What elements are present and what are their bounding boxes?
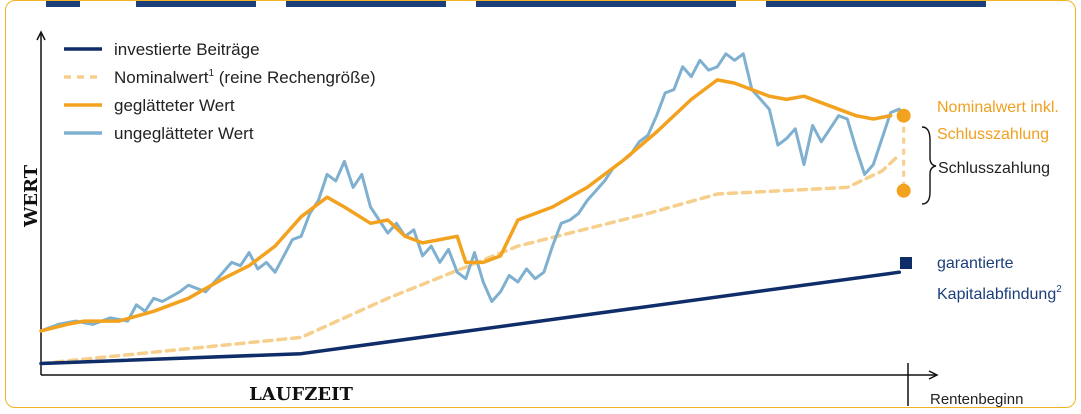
series-line-geglaettet [39, 78, 893, 333]
legend-label-investierte: investierte Beiträge [114, 40, 260, 59]
series-line-ungeglaettet [39, 52, 901, 333]
chart-frame [5, 0, 1076, 408]
legend-label-nominal-suffix: (reine Rechengröße) [214, 68, 376, 87]
y-axis-title: WERT [21, 164, 42, 228]
x-axis-arrow [928, 370, 939, 380]
series-line-nominal [39, 153, 902, 366]
legend-label-nominal: Nominalwert1 (reine Rechengröße) [114, 68, 376, 87]
final-value-lower-point [896, 183, 911, 198]
y-axis-arrow [36, 30, 46, 41]
schlusszahlung-bracket [921, 126, 937, 205]
legend: investierte Beiträge Nominalwert1 (reine… [64, 40, 376, 143]
guaranteed-label-text: Kapitalabfindung [937, 286, 1056, 303]
nominal-final-label-line2: Schlusszahlung [937, 126, 1049, 143]
legend-label-ungeglaettet: ungeglätteter Wert [114, 124, 254, 143]
rentenbeginn-label: Rentenbeginn [930, 391, 1023, 408]
guaranteed-label-line1: garantierte [937, 255, 1014, 272]
guaranteed-marker [900, 257, 912, 269]
schlusszahlung-label: Schlusszahlung [938, 160, 1050, 177]
legend-label-geglaettet: geglätteter Wert [114, 96, 235, 115]
cropped-header-bar [46, 1, 1046, 7]
legend-label-nominal-text: Nominalwert [114, 68, 209, 87]
series-line-investierte [39, 270, 902, 366]
guaranteed-label-line2: Kapitalabfindung2 [937, 284, 1062, 303]
legend-label-nominal-sup: 1 [208, 68, 214, 79]
final-value-upper-point [896, 108, 911, 123]
nominal-final-label-line1: Nominalwert inkl. [937, 99, 1059, 116]
x-axis-title: LAUFZEIT [249, 384, 353, 405]
guaranteed-label-sup: 2 [1056, 284, 1062, 295]
series-layer [39, 52, 902, 366]
